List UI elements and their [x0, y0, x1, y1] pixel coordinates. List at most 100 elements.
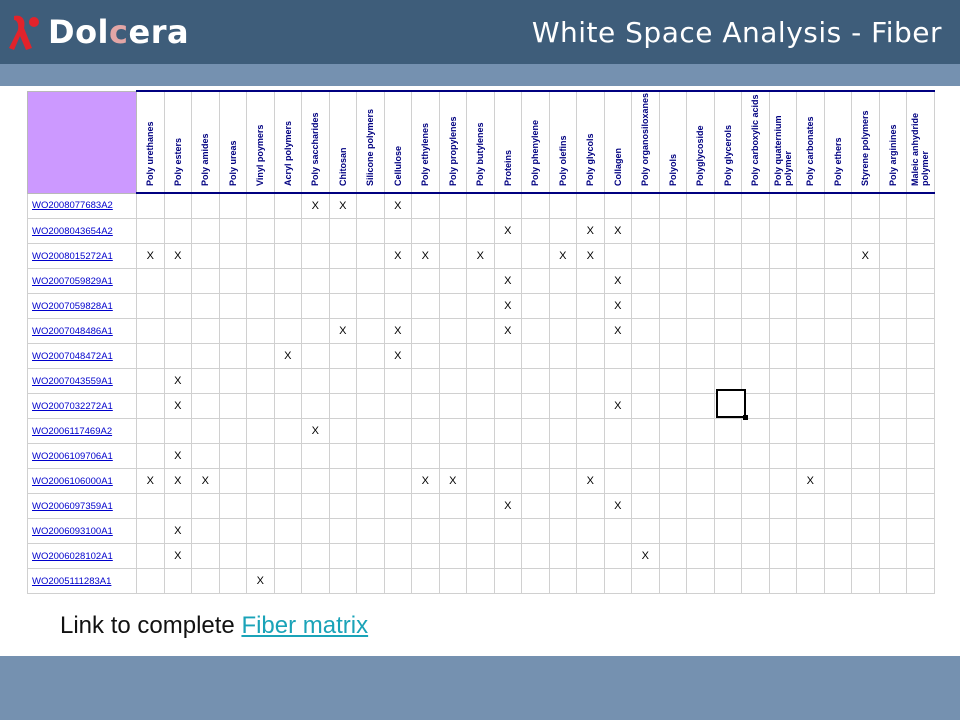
matrix-cell	[163, 293, 192, 319]
patent-link[interactable]: WO2006093100A1	[32, 525, 113, 537]
matrix-cell	[603, 443, 632, 469]
column-header: Maleic anhydride polymer	[906, 90, 935, 194]
matrix-cell	[713, 493, 742, 519]
matrix-cell	[218, 518, 247, 544]
matrix-cell	[136, 343, 165, 369]
patent-link[interactable]: WO2007059828A1	[32, 300, 113, 312]
matrix-cell	[631, 293, 660, 319]
matrix-cell	[741, 218, 770, 244]
matrix-cell	[163, 343, 192, 369]
matrix-cell	[301, 343, 330, 369]
patent-link[interactable]: WO2008015272A1	[32, 250, 113, 262]
footer-band	[0, 656, 960, 720]
matrix-cell	[218, 493, 247, 519]
matrix-cell: X	[383, 243, 412, 269]
matrix-cell	[686, 268, 715, 294]
matrix-cell	[741, 243, 770, 269]
matrix-cell	[521, 192, 550, 219]
matrix-cell: X	[631, 543, 660, 569]
matrix-cell	[136, 543, 165, 569]
header-band	[0, 64, 960, 86]
patent-link[interactable]: WO2007048472A1	[32, 350, 113, 362]
column-label: Polyglycoside	[695, 125, 706, 186]
matrix-cell: X	[493, 293, 522, 319]
matrix-cell	[521, 518, 550, 544]
patent-link[interactable]: WO2006106000A1	[32, 475, 113, 487]
matrix-cell	[851, 393, 880, 419]
column-header: Poly phenylene	[521, 90, 550, 194]
matrix-cell	[686, 243, 715, 269]
matrix-cell	[466, 543, 495, 569]
matrix-cell	[878, 543, 907, 569]
matrix-cell	[686, 368, 715, 394]
column-label: Chitosan	[337, 147, 348, 186]
matrix-cell	[301, 218, 330, 244]
matrix-cell	[191, 493, 220, 519]
column-header: Styrene polymers	[851, 90, 880, 194]
column-header: Poly ethylenes	[411, 90, 440, 194]
matrix-cell	[548, 293, 577, 319]
patent-link[interactable]: WO2007043559A1	[32, 375, 113, 387]
matrix-cell	[521, 543, 550, 569]
patent-cell: WO2008077683A2	[27, 192, 137, 219]
matrix-cell	[796, 443, 825, 469]
matrix-cell	[686, 543, 715, 569]
matrix-cell	[246, 218, 275, 244]
patent-link[interactable]: WO2007032272A1	[32, 400, 113, 412]
matrix-cell	[438, 368, 467, 394]
column-header: Poly glycols	[576, 90, 605, 194]
matrix-cell	[191, 343, 220, 369]
matrix-cell	[301, 568, 330, 594]
table-row: WO2007043559A1 X	[27, 368, 935, 394]
matrix-cell	[878, 192, 907, 219]
matrix-cell	[301, 318, 330, 344]
matrix-cell	[411, 568, 440, 594]
patent-link[interactable]: WO2008043654A2	[32, 225, 113, 237]
matrix-cell	[411, 293, 440, 319]
matrix-cell	[191, 568, 220, 594]
matrix-cell: X	[163, 393, 192, 419]
matrix-cell	[218, 568, 247, 594]
matrix-cell	[246, 418, 275, 444]
matrix-cell	[493, 568, 522, 594]
matrix-cell	[136, 293, 165, 319]
matrix-cell	[246, 192, 275, 219]
column-header: Poly carbonates	[796, 90, 825, 194]
matrix-cell	[356, 243, 385, 269]
matrix-cell	[411, 543, 440, 569]
column-label: Poly glycols	[585, 133, 596, 186]
matrix-cell	[136, 393, 165, 419]
fiber-matrix-link[interactable]: Fiber matrix	[241, 612, 369, 639]
patent-link[interactable]: WO2005111283A1	[32, 575, 112, 587]
matrix-cell	[768, 343, 797, 369]
column-header: Vinyl poymers	[246, 90, 275, 194]
matrix-cell	[438, 418, 467, 444]
patent-link[interactable]: WO2007059829A1	[32, 275, 113, 287]
matrix-cell	[218, 343, 247, 369]
matrix-cell	[713, 343, 742, 369]
matrix-cell: X	[328, 318, 357, 344]
patent-link[interactable]: WO2006117469A2	[32, 425, 113, 437]
matrix-cell	[191, 318, 220, 344]
matrix-cell	[823, 393, 852, 419]
matrix-cell	[741, 493, 770, 519]
header-bar: Dolcera White Space Analysis - Fiber	[0, 0, 960, 64]
matrix-cell	[823, 468, 852, 494]
column-header: Poly urethanes	[136, 90, 165, 194]
matrix-cell	[493, 518, 522, 544]
patent-cell: WO2007032272A1	[27, 393, 137, 419]
matrix-cell	[521, 393, 550, 419]
matrix-cell	[521, 568, 550, 594]
patent-link[interactable]: WO2008077683A2	[32, 200, 113, 212]
matrix-cell	[328, 268, 357, 294]
column-label: Acryl polymers	[282, 120, 293, 186]
matrix-cell	[658, 543, 687, 569]
matrix-cell	[851, 543, 880, 569]
patent-link[interactable]: WO2006028102A1	[32, 550, 113, 562]
patent-link[interactable]: WO2006097359A1	[32, 500, 113, 512]
matrix-cell	[218, 318, 247, 344]
patent-link[interactable]: WO2007048486A1	[32, 325, 113, 337]
matrix-cell	[878, 493, 907, 519]
patent-link[interactable]: WO2006109706A1	[32, 450, 113, 462]
matrix-cell	[878, 393, 907, 419]
